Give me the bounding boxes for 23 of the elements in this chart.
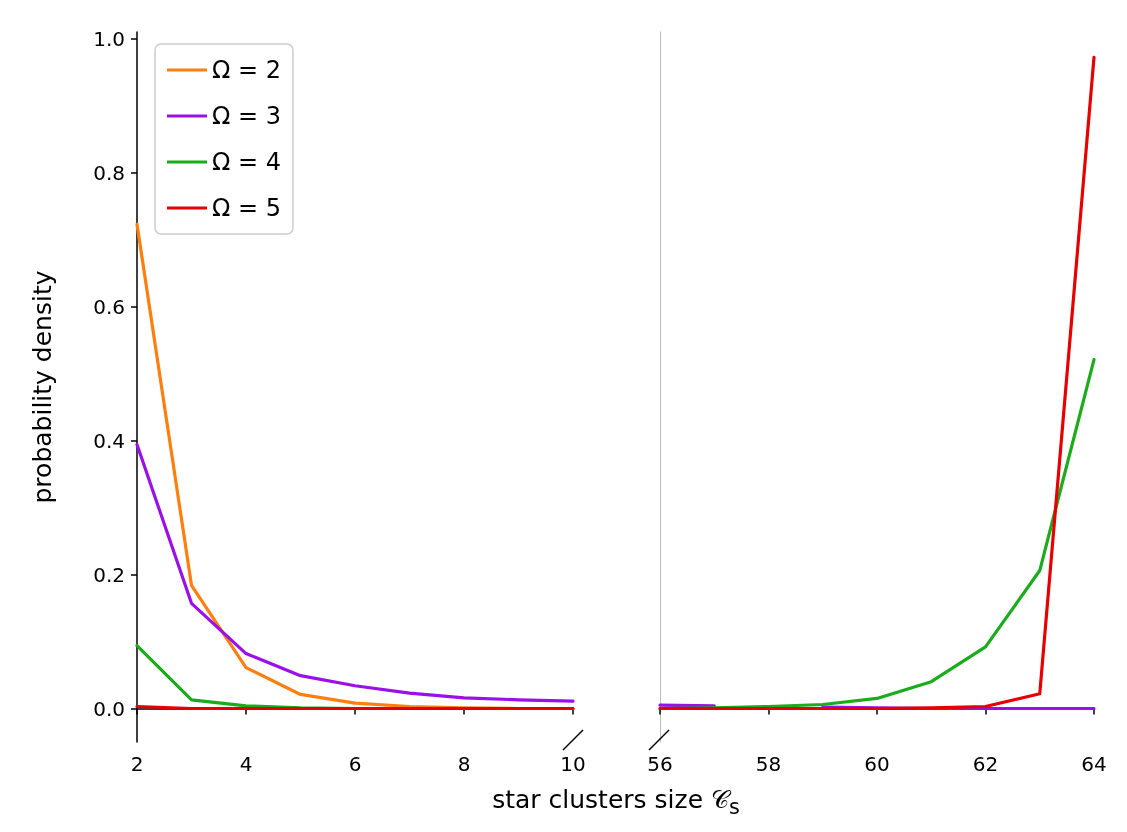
x-tick-label: 56 — [647, 752, 673, 776]
legend-label: Ω = 4 — [212, 148, 281, 176]
x-tick-label: 4 — [239, 752, 253, 776]
y-tick-label: 1.0 — [93, 26, 125, 51]
x-tick-label: 58 — [755, 752, 782, 776]
legend-label: Ω = 5 — [212, 194, 281, 222]
x-tick-label: 6 — [348, 752, 362, 776]
x-tick-label: 60 — [864, 752, 890, 776]
x-tick-label: 2 — [130, 752, 144, 776]
y-tick-label: 0.6 — [93, 294, 125, 319]
y-tick-label: 0.4 — [93, 428, 125, 453]
y-tick-label: 0.8 — [93, 160, 125, 185]
x-tick-label: 64 — [1081, 752, 1107, 776]
x-tick-label: 62 — [972, 752, 999, 776]
legend-label: Ω = 2 — [212, 56, 281, 84]
y-tick-label: 0.2 — [93, 562, 125, 587]
x-tick-label: 10 — [560, 752, 586, 776]
x-tick-label: 8 — [457, 752, 471, 776]
y-tick-label: 0.0 — [93, 696, 125, 721]
legend-label: Ω = 3 — [212, 102, 281, 130]
x-axis-title: star clusters size 𝒞$_{s}$ — [491, 785, 741, 819]
line-series — [135, 443, 575, 703]
y-axis-title: probability density — [28, 270, 57, 504]
